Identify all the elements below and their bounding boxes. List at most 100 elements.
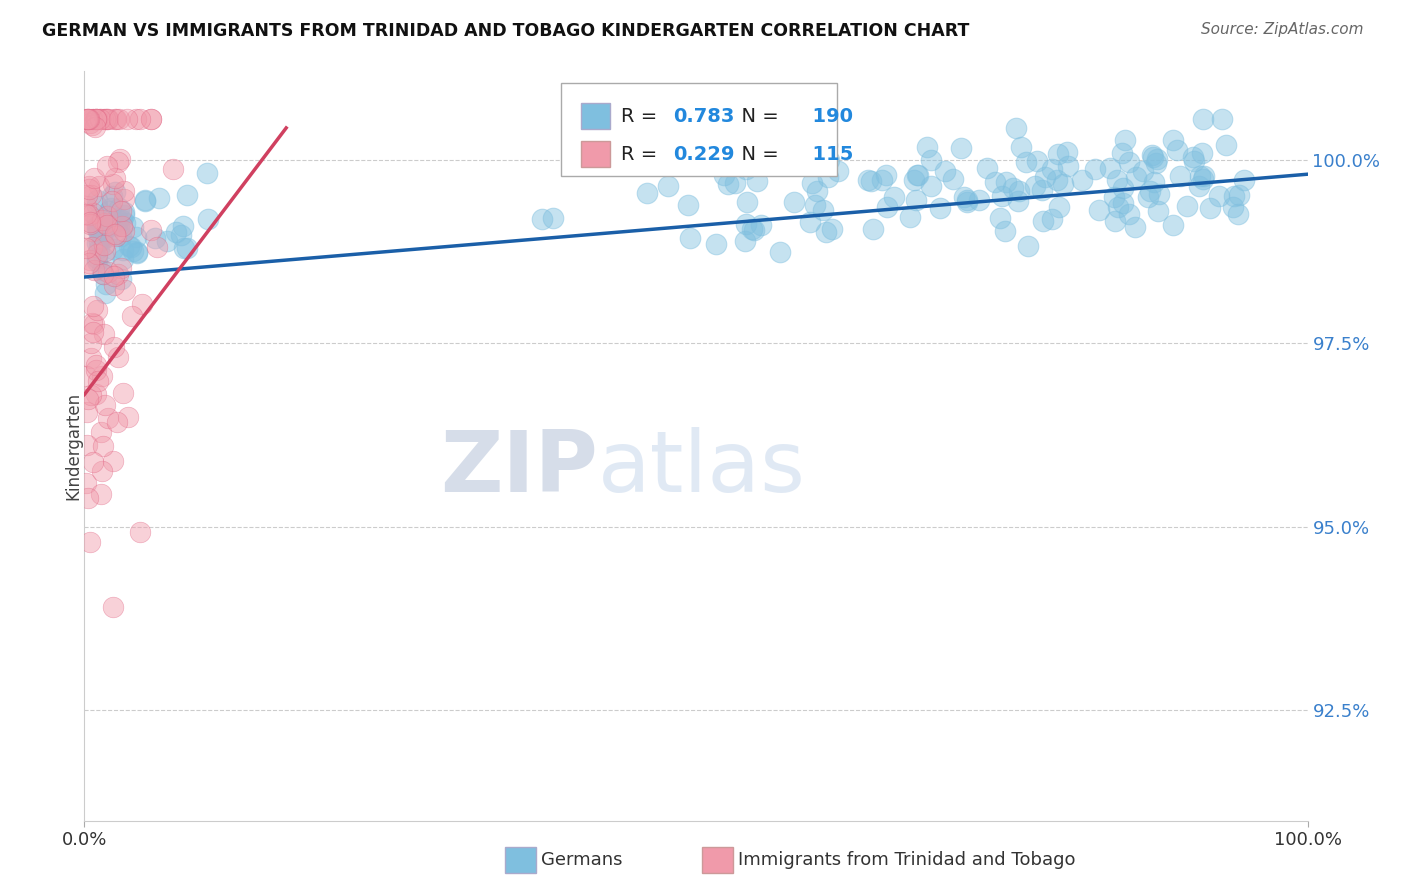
- Point: [172, 219, 194, 234]
- Point: [79, 188, 101, 202]
- Point: [734, 234, 756, 248]
- Point: [950, 140, 973, 154]
- Point: [875, 168, 897, 182]
- FancyBboxPatch shape: [581, 141, 610, 167]
- Point: [1118, 154, 1140, 169]
- Point: [994, 223, 1017, 237]
- Point: [86, 303, 108, 318]
- Point: [108, 219, 131, 234]
- Point: [1114, 133, 1136, 147]
- Point: [953, 190, 976, 204]
- Point: [905, 168, 928, 182]
- Point: [90, 425, 112, 439]
- Point: [97, 265, 120, 279]
- Point: [742, 223, 765, 237]
- Point: [1144, 156, 1167, 170]
- Text: Immigrants from Trinidad and Tobago: Immigrants from Trinidad and Tobago: [738, 851, 1076, 869]
- Point: [87, 223, 110, 237]
- Point: [107, 213, 129, 227]
- Point: [76, 405, 98, 419]
- Point: [80, 239, 103, 253]
- Text: 190: 190: [799, 106, 852, 126]
- Point: [1147, 186, 1170, 201]
- Point: [90, 233, 112, 247]
- Point: [86, 236, 108, 251]
- Point: [920, 153, 942, 167]
- Point: [91, 268, 114, 282]
- Point: [860, 174, 883, 188]
- Point: [1191, 112, 1213, 127]
- Point: [82, 206, 104, 220]
- Point: [76, 438, 98, 452]
- Point: [1047, 146, 1070, 161]
- Point: [111, 252, 134, 267]
- Point: [903, 173, 925, 187]
- Text: 0.229: 0.229: [672, 145, 734, 163]
- Point: [1099, 161, 1122, 176]
- Point: [1168, 169, 1191, 183]
- Point: [956, 193, 979, 207]
- Point: [1191, 146, 1213, 161]
- Point: [107, 268, 129, 282]
- Point: [724, 176, 747, 190]
- Point: [1088, 202, 1111, 217]
- Point: [1143, 174, 1166, 188]
- Point: [804, 198, 827, 212]
- Text: Source: ZipAtlas.com: Source: ZipAtlas.com: [1201, 22, 1364, 37]
- Point: [1182, 154, 1205, 169]
- Point: [749, 219, 772, 233]
- Point: [84, 358, 107, 372]
- Point: [80, 316, 103, 330]
- Point: [1107, 200, 1129, 214]
- Point: [1102, 190, 1125, 204]
- Point: [1112, 196, 1135, 211]
- Point: [86, 251, 108, 265]
- Point: [991, 189, 1014, 203]
- Point: [1031, 183, 1053, 197]
- Point: [111, 213, 134, 227]
- Point: [76, 187, 98, 202]
- Point: [105, 218, 128, 232]
- Point: [94, 277, 117, 291]
- Point: [105, 112, 128, 127]
- Point: [1215, 138, 1237, 153]
- Point: [75, 199, 97, 213]
- Point: [91, 212, 114, 227]
- Point: [86, 219, 108, 233]
- Point: [741, 222, 763, 236]
- Point: [1211, 112, 1233, 127]
- Point: [104, 227, 127, 241]
- Point: [1047, 200, 1070, 214]
- Text: R =: R =: [621, 145, 664, 163]
- Point: [110, 261, 132, 276]
- Point: [86, 212, 108, 227]
- Point: [815, 138, 838, 153]
- Point: [176, 187, 198, 202]
- Text: 0.783: 0.783: [672, 106, 734, 126]
- Point: [96, 112, 118, 127]
- Point: [107, 155, 129, 169]
- Point: [134, 194, 156, 208]
- Point: [101, 194, 124, 208]
- Point: [114, 283, 136, 297]
- Point: [86, 387, 108, 401]
- Point: [818, 153, 841, 167]
- Point: [195, 166, 218, 180]
- Point: [105, 229, 128, 244]
- Point: [713, 168, 735, 182]
- Point: [1052, 178, 1074, 192]
- Point: [93, 237, 115, 252]
- Point: [531, 212, 554, 227]
- Point: [124, 230, 146, 244]
- Point: [1146, 153, 1168, 167]
- Point: [1137, 190, 1160, 204]
- Point: [75, 241, 97, 255]
- Point: [734, 217, 756, 231]
- Point: [79, 215, 101, 229]
- Point: [1146, 204, 1168, 219]
- Point: [1032, 214, 1054, 228]
- Point: [1192, 172, 1215, 186]
- Point: [1139, 184, 1161, 198]
- Point: [91, 267, 114, 281]
- Point: [79, 217, 101, 231]
